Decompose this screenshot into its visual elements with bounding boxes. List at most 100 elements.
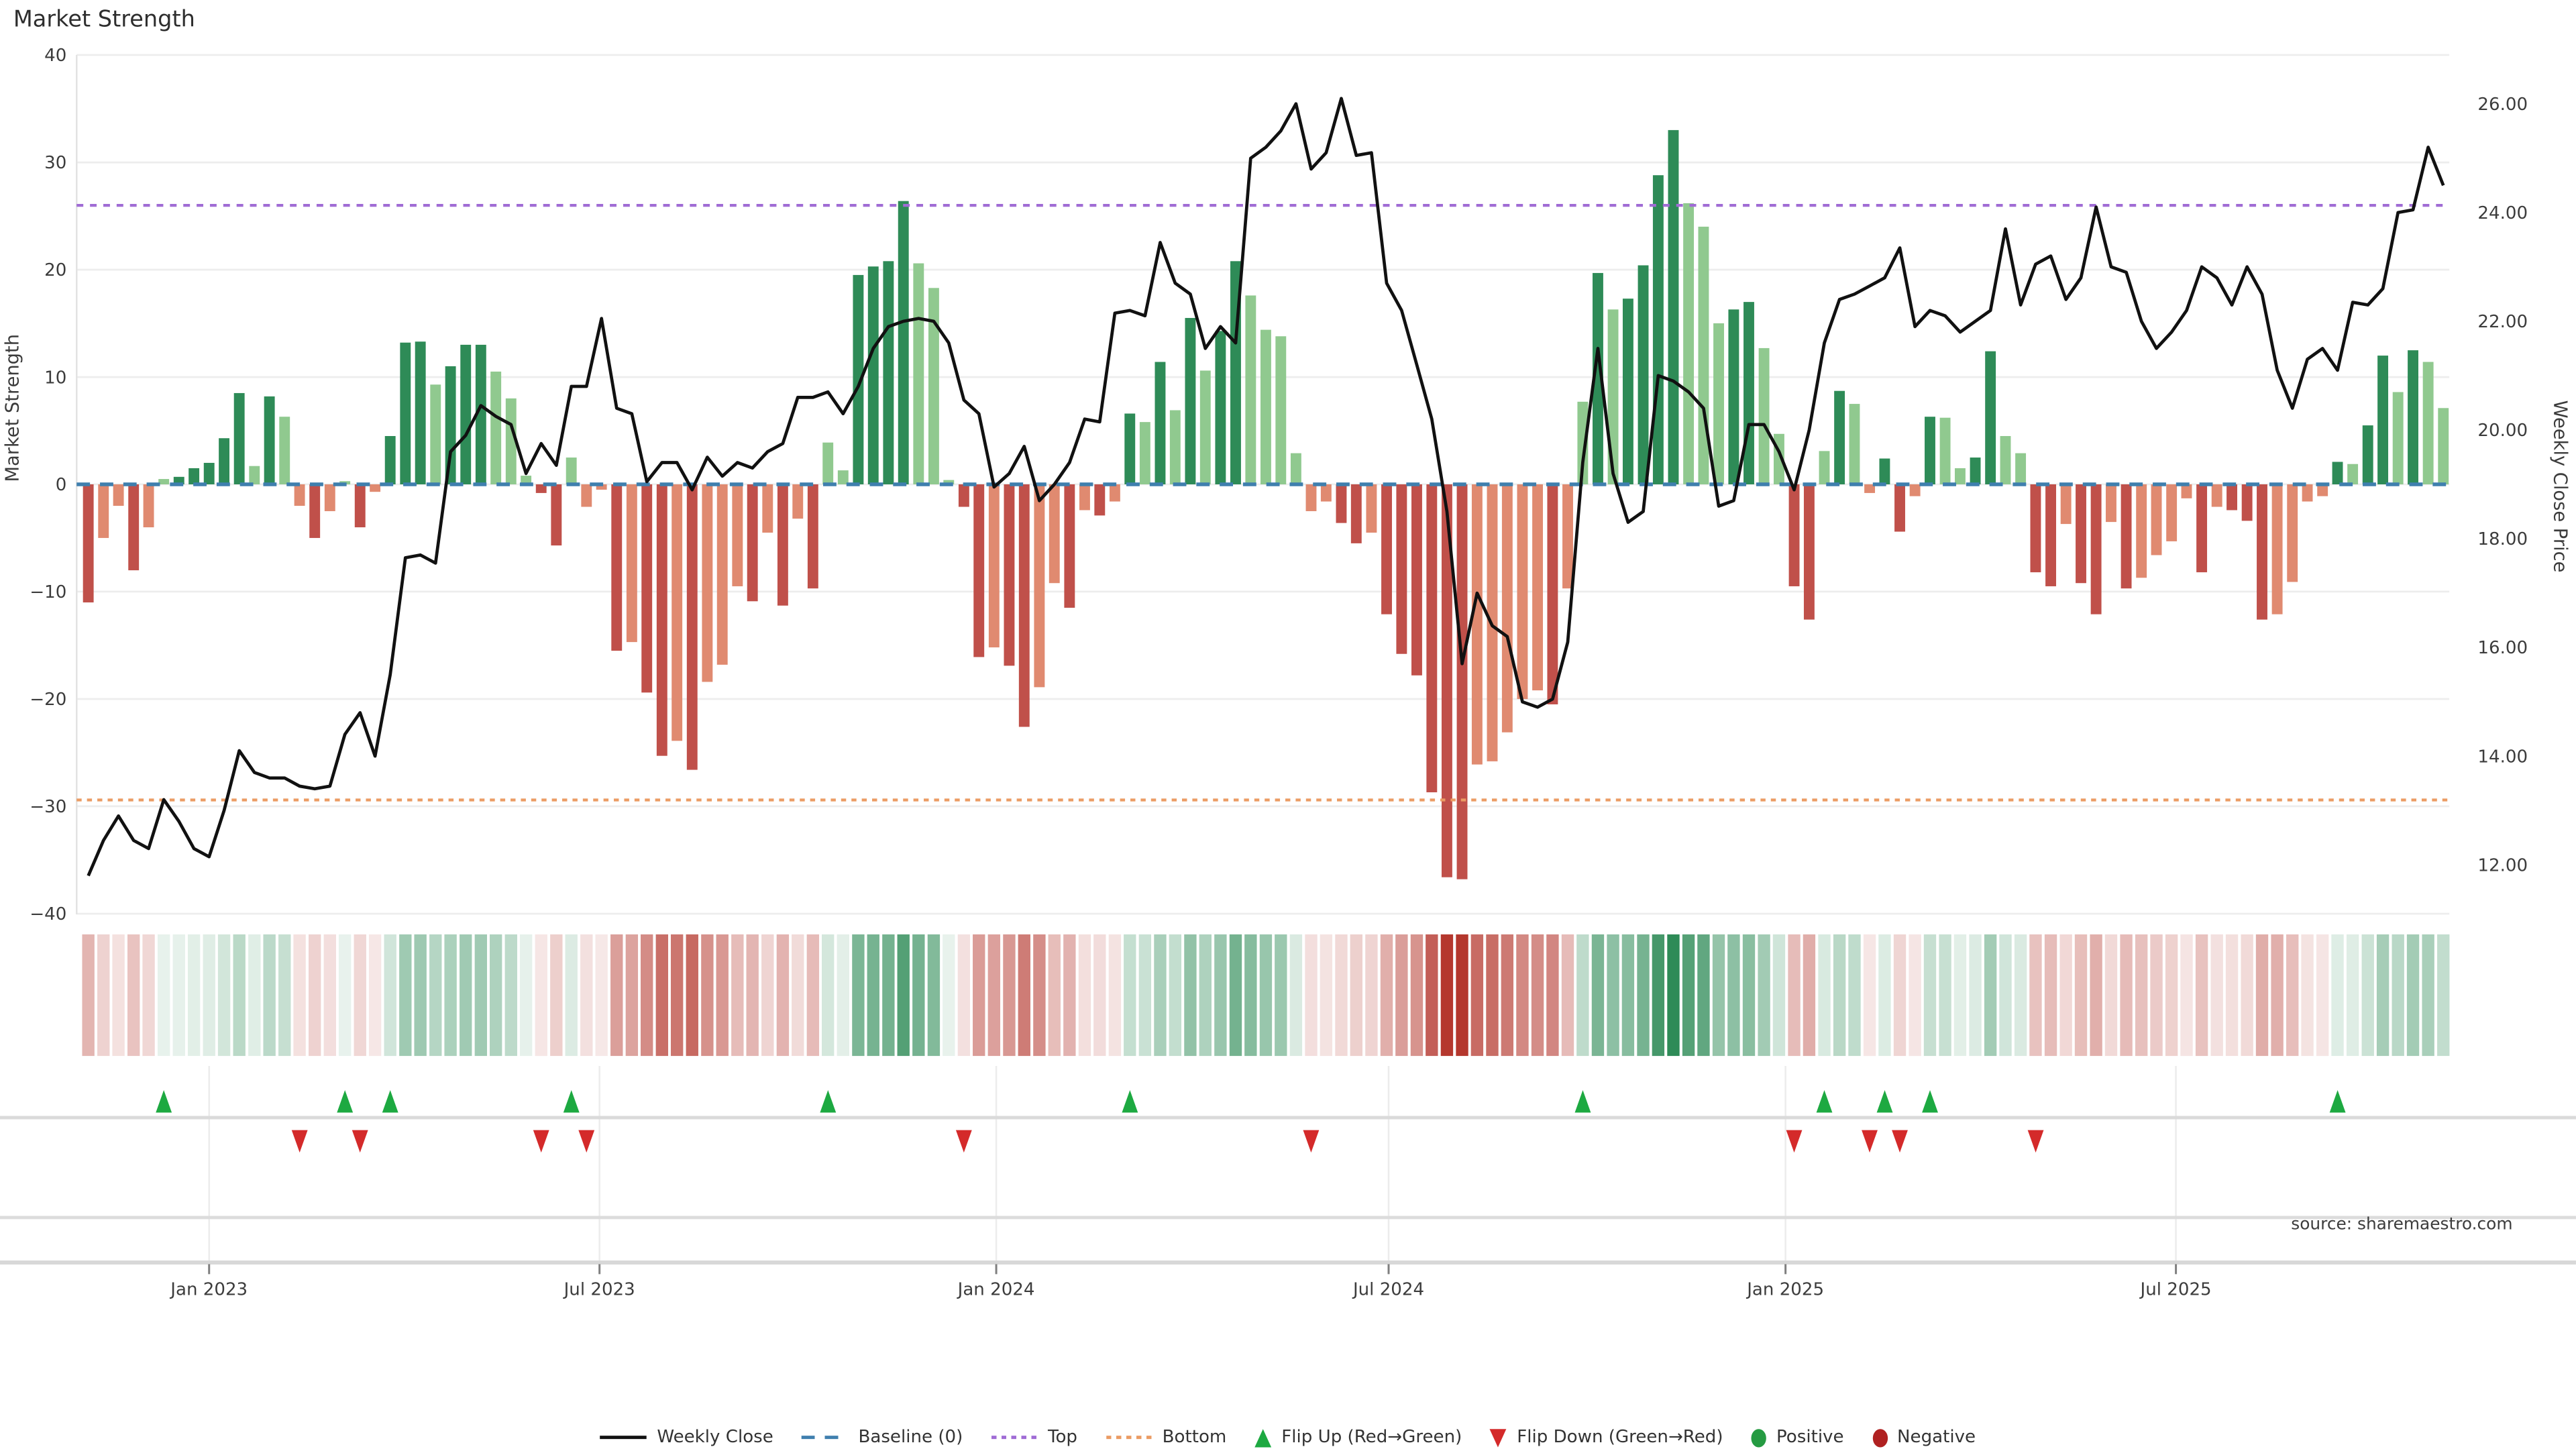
strength-bar [1909,484,1921,496]
strength-bar [219,438,230,484]
heatmap-cell [1999,934,2012,1057]
strength-bar [943,480,955,484]
strength-bar [1577,401,1589,484]
strength-bars [83,129,2449,879]
green-dot-icon [1751,1428,1767,1447]
right-tick-label: 16.00 [2477,638,2528,658]
strength-bar [1849,404,1860,484]
strength-bar [2045,484,2057,586]
right-tick-label: 20.00 [2477,421,2528,441]
flip-up-marker [156,1089,172,1113]
strength-bar [1185,317,1196,484]
legend-label: Positive [1776,1427,1844,1448]
heatmap-cell [1003,934,1016,1057]
heatmap-cell [2104,934,2118,1057]
left-tick-label: 30 [44,153,66,173]
strength-bar [777,484,788,606]
legend-label: Weekly Close [657,1427,773,1448]
left-tick-label: 20 [44,260,66,280]
x-tick-label: Jan 2024 [957,1279,1035,1299]
strength-bar [747,484,758,602]
strength-bar [1004,484,1015,666]
heatmap-cell [822,934,835,1057]
heatmap-cell [1652,934,1665,1057]
heatmap-cell [731,934,744,1057]
strength-bar [233,392,245,484]
legend-item-positive: Positive [1751,1427,1844,1448]
heatmap-cell [1380,934,1393,1057]
heatmap-cell [519,934,533,1057]
heatmap-cell [278,934,291,1057]
strength-bar [1124,413,1136,484]
strength-bar [566,458,577,484]
strength-bar [1109,484,1120,502]
strength-bar [1426,484,1438,793]
strength-bar [83,484,94,603]
heatmap-cell [792,934,804,1057]
right-tick-label: 26.00 [2477,95,2528,115]
heatmap-cell [1863,934,1876,1057]
heatmap-cell [927,934,941,1057]
triangle-up-icon [1254,1428,1272,1447]
strength-bar [264,396,275,484]
heatmap-cell [2014,934,2027,1057]
strength-bar [2015,453,2027,484]
strength-bar [837,470,849,484]
heatmap-cell [1576,934,1589,1057]
strength-bar [128,484,140,571]
line-sample-icon [600,1435,647,1440]
strength-bar [354,484,366,528]
heatmap-cell [474,934,488,1057]
heatmap-cell [1244,934,1257,1057]
heatmap-cell [1939,934,1951,1057]
heatmap-cell [1154,934,1167,1057]
strength-bar [1215,331,1226,484]
legend-label: Negative [1897,1427,1976,1448]
flip-down-marker [533,1130,549,1153]
flip-up-marker [1816,1089,1833,1113]
right-tick-label: 12.00 [2477,856,2528,876]
legend-label: Flip Up (Red→Green) [1281,1427,1462,1448]
strength-bar [853,274,864,484]
heatmap-cell [2286,934,2299,1057]
strength-bar [1441,484,1452,877]
strength-bar [1622,299,1633,484]
strength-bar [2136,484,2147,578]
strength-bar [1336,484,1347,523]
flip-up-marker [1574,1089,1591,1113]
heatmap-cell [1546,934,1559,1057]
heatmap-cell [1048,934,1061,1057]
heatmap-cell [2301,934,2314,1057]
x-tick-label: Jan 2023 [169,1279,248,1299]
strength-bar [279,417,290,484]
left-axis-title: Market Strength [2,334,23,482]
strength-bar [2408,350,2418,485]
strength-bar [370,484,381,492]
strength-bar [384,435,396,484]
strength-bar [1396,484,1407,654]
left-tick-label: 10 [44,368,66,388]
heatmap-cell [1818,934,1831,1057]
page-title: Market Strength [13,6,195,34]
heatmap-cell [1833,934,1846,1057]
heatmap-cell [655,934,669,1057]
strength-bar [1683,203,1695,484]
legend-item-flip-up: Flip Up (Red→Green) [1254,1427,1462,1448]
strength-bar [1834,390,1845,484]
heatmap-cell [1033,934,1046,1057]
heatmap-cell [1229,934,1242,1057]
strength-bar [1064,484,1075,608]
heatmap-cell [1531,934,1544,1057]
left-tick-label: −40 [30,904,66,924]
reference-lines [76,204,2450,802]
strength-bar [1155,362,1166,484]
right-axis-title: Weekly Close Price [2550,400,2571,573]
strength-bar [973,484,985,657]
heatmap-cell [1803,934,1816,1057]
heatmap-cell [2437,934,2450,1057]
strength-bar [1879,458,1890,484]
flip-up-marker [820,1089,837,1113]
strength-bar [2241,484,2253,521]
strength-bar [490,371,502,484]
strength-bar [1381,484,1392,614]
